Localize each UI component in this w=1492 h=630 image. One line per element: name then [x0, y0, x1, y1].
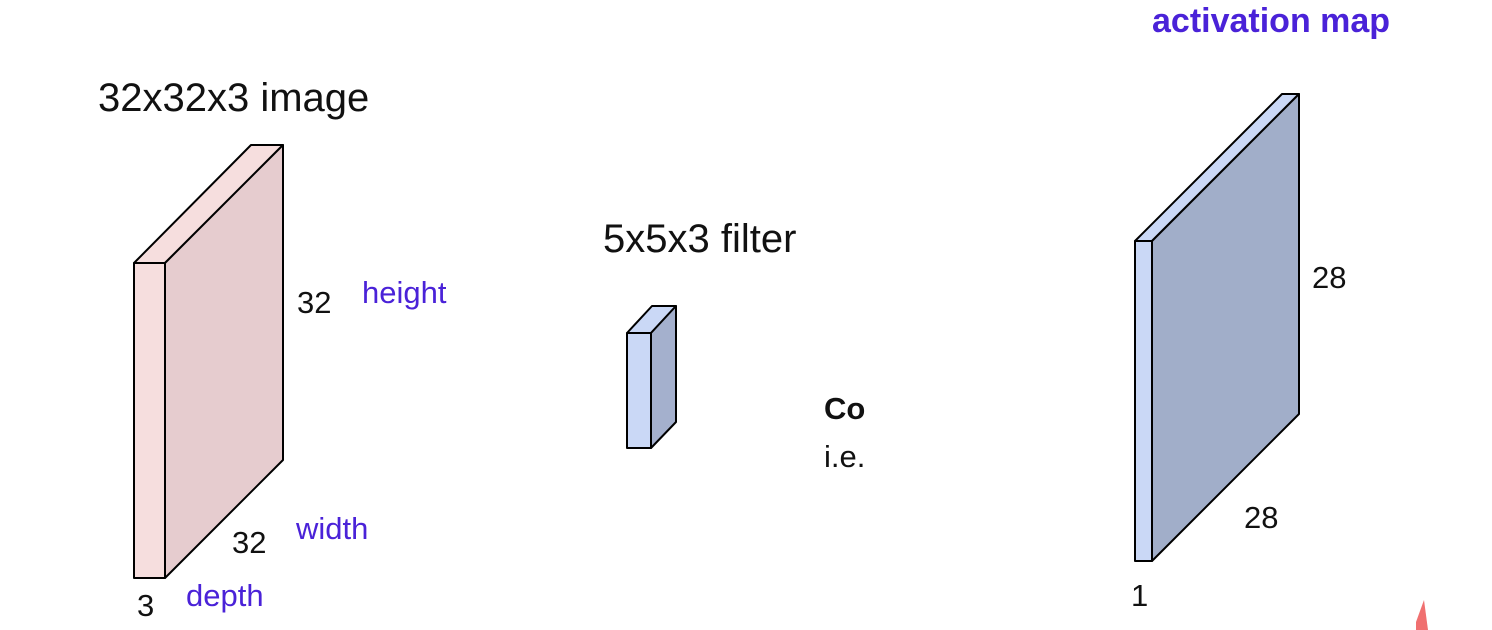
- image-volume: [133, 144, 284, 579]
- image-height-value: 32: [297, 285, 332, 320]
- image-depth-label: depth: [186, 578, 264, 613]
- activation-height-value: 28: [1312, 260, 1347, 295]
- filter-volume-front-face: [626, 332, 652, 449]
- activation-width-value: 28: [1244, 500, 1279, 535]
- image-width-value: 32: [232, 525, 267, 560]
- image-width-label: width: [296, 511, 369, 546]
- filter-volume-title: 5x5x3 filter: [603, 217, 797, 261]
- filter-volume: [626, 305, 677, 449]
- image-height-label: height: [362, 275, 447, 310]
- image-depth-value: 3: [137, 588, 155, 623]
- image-volume-title: 32x32x3 image: [98, 76, 370, 120]
- corner-mark: [1416, 600, 1428, 630]
- image-volume-front-face: [133, 262, 166, 579]
- activation-volume-front-face: [1134, 240, 1153, 562]
- convolve-text-line2: i.e.: [824, 439, 866, 474]
- image-volume-side-face: [164, 144, 284, 579]
- convolve-text-line1: Co: [824, 391, 866, 426]
- activation-map-title: activation map: [1152, 2, 1391, 40]
- activation-depth-value: 1: [1131, 578, 1149, 613]
- activation-volume: [1134, 93, 1300, 562]
